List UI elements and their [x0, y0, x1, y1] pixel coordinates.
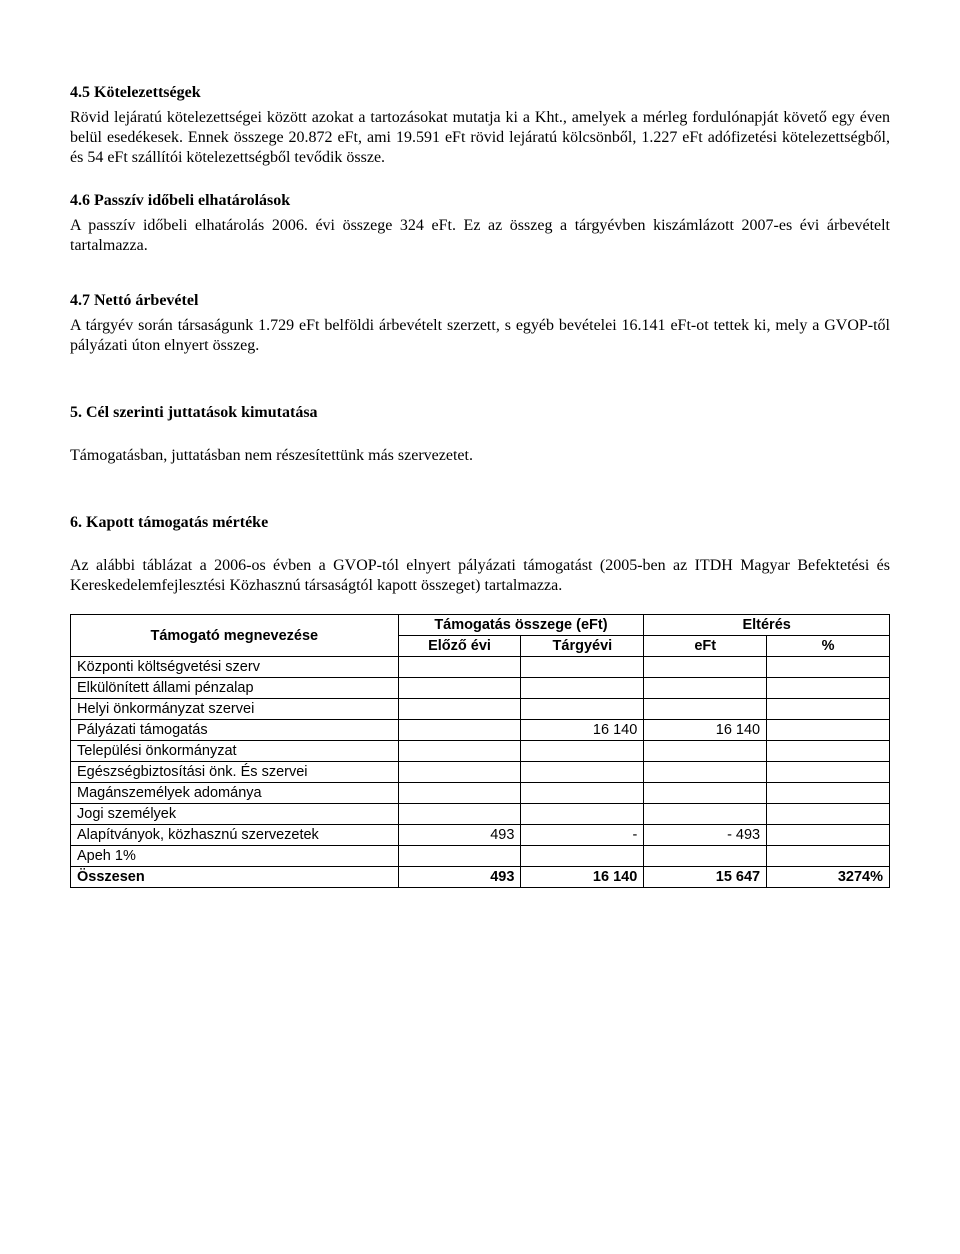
table-row: Magánszemélyek adománya [71, 783, 890, 804]
heading-4-6: 4.6 Passzív időbeli elhatárolások [70, 192, 890, 210]
table-row: Elkülönített állami pénzalap [71, 678, 890, 699]
cell-total-eft: 15 647 [644, 867, 767, 888]
cell-label: Pályázati támogatás [71, 720, 399, 741]
cell-prev [398, 657, 521, 678]
cell-label: Helyi önkormányzat szervei [71, 699, 399, 720]
cell-eft [644, 741, 767, 762]
cell-prev [398, 846, 521, 867]
cell-prev [398, 783, 521, 804]
cell-eft: - 493 [644, 825, 767, 846]
cell-curr [521, 699, 644, 720]
table-row: Települési önkormányzat [71, 741, 890, 762]
th-pct: % [767, 636, 890, 657]
cell-label: Központi költségvetési szerv [71, 657, 399, 678]
cell-pct [767, 678, 890, 699]
heading-5: 5. Cél szerinti juttatások kimutatása [70, 404, 890, 422]
cell-curr [521, 846, 644, 867]
support-table: Támogató megnevezése Támogatás összege (… [70, 614, 890, 888]
cell-eft [644, 804, 767, 825]
cell-curr [521, 678, 644, 699]
para-5: Támogatásban, juttatásban nem részesítet… [70, 446, 890, 466]
cell-pct [767, 825, 890, 846]
cell-label: Jogi személyek [71, 804, 399, 825]
table-row: Helyi önkormányzat szervei [71, 699, 890, 720]
cell-eft [644, 678, 767, 699]
para-4-6: A passzív időbeli elhatárolás 2006. évi … [70, 216, 890, 256]
cell-eft [644, 846, 767, 867]
cell-prev [398, 741, 521, 762]
cell-prev: 493 [398, 825, 521, 846]
cell-prev [398, 762, 521, 783]
cell-label: Apeh 1% [71, 846, 399, 867]
cell-prev [398, 699, 521, 720]
para-4-5: Rövid lejáratú kötelezettségei között az… [70, 108, 890, 168]
th-amount-group: Támogatás összege (eFt) [398, 615, 644, 636]
cell-curr [521, 783, 644, 804]
cell-pct [767, 762, 890, 783]
table-total-row: Összesen49316 14015 6473274% [71, 867, 890, 888]
cell-prev [398, 804, 521, 825]
cell-label: Magánszemélyek adománya [71, 783, 399, 804]
cell-eft: 16 140 [644, 720, 767, 741]
cell-curr [521, 741, 644, 762]
table-row: Alapítványok, közhasznú szervezetek493--… [71, 825, 890, 846]
cell-pct [767, 657, 890, 678]
para-6: Az alábbi táblázat a 2006-os évben a GVO… [70, 556, 890, 596]
heading-4-5: 4.5 Kötelezettségek [70, 84, 890, 102]
cell-curr: 16 140 [521, 720, 644, 741]
cell-pct [767, 720, 890, 741]
cell-label: Egészségbiztosítási önk. És szervei [71, 762, 399, 783]
table-row: Apeh 1% [71, 846, 890, 867]
th-diff-group: Eltérés [644, 615, 890, 636]
cell-pct [767, 783, 890, 804]
cell-eft [644, 657, 767, 678]
cell-total-pct: 3274% [767, 867, 890, 888]
cell-curr [521, 804, 644, 825]
cell-label: Alapítványok, közhasznú szervezetek [71, 825, 399, 846]
th-prev: Előző évi [398, 636, 521, 657]
cell-pct [767, 699, 890, 720]
cell-total-label: Összesen [71, 867, 399, 888]
cell-pct [767, 741, 890, 762]
th-name: Támogató megnevezése [71, 615, 399, 657]
cell-label: Települési önkormányzat [71, 741, 399, 762]
cell-curr [521, 657, 644, 678]
heading-4-7: 4.7 Nettó árbevétel [70, 292, 890, 310]
cell-pct [767, 846, 890, 867]
table-row: Pályázati támogatás 16 14016 140 [71, 720, 890, 741]
cell-total-prev: 493 [398, 867, 521, 888]
table-row: Központi költségvetési szerv [71, 657, 890, 678]
cell-pct [767, 804, 890, 825]
table-row: Jogi személyek [71, 804, 890, 825]
cell-prev [398, 720, 521, 741]
cell-eft [644, 762, 767, 783]
cell-eft [644, 783, 767, 804]
cell-label: Elkülönített állami pénzalap [71, 678, 399, 699]
table-row: Egészségbiztosítási önk. És szervei [71, 762, 890, 783]
heading-6: 6. Kapott támogatás mértéke [70, 514, 890, 532]
cell-prev [398, 678, 521, 699]
cell-total-curr: 16 140 [521, 867, 644, 888]
th-curr: Tárgyévi [521, 636, 644, 657]
cell-curr: - [521, 825, 644, 846]
th-eft: eFt [644, 636, 767, 657]
para-4-7: A tárgyév során társaságunk 1.729 eFt be… [70, 316, 890, 356]
cell-eft [644, 699, 767, 720]
cell-curr [521, 762, 644, 783]
